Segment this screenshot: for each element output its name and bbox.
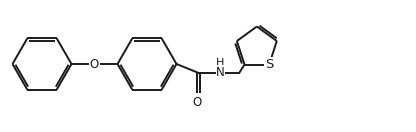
Text: H: H xyxy=(216,58,225,68)
Text: O: O xyxy=(193,96,202,109)
Text: N: N xyxy=(216,66,225,79)
Text: O: O xyxy=(90,58,99,70)
Text: S: S xyxy=(265,58,273,71)
